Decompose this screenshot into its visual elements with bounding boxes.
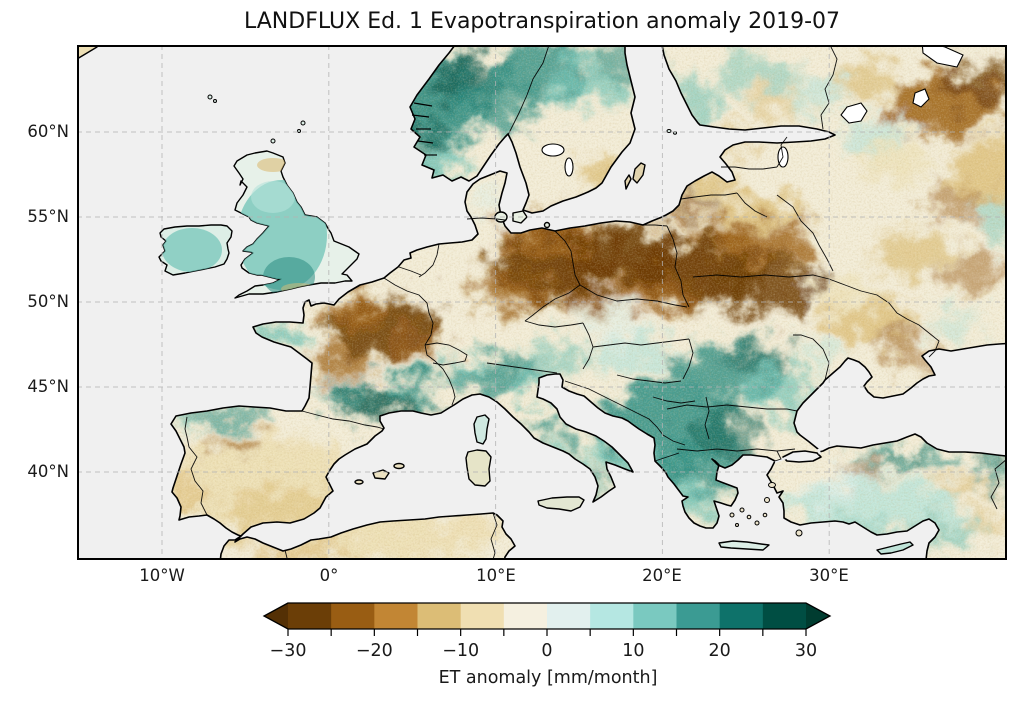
lon-tick-label: 30°E [809, 566, 849, 585]
figure-title: LANDFLUX Ed. 1 Evapotranspiration anomal… [244, 9, 840, 34]
colorbar-tick-label: −20 [355, 641, 393, 661]
island-gotland [632, 162, 646, 184]
lon-tick-label: 10°E [476, 566, 516, 585]
colorbar-segment [288, 603, 332, 629]
island-iceland-tip [77, 45, 100, 60]
lake-vattern [564, 157, 574, 177]
island-sardinia [465, 449, 492, 487]
lake-ladoga [840, 102, 868, 124]
colorbar-segment [503, 603, 548, 629]
island-bornholm [543, 221, 551, 229]
country-borders [184, 45, 1007, 560]
colorbar-extend-high-arrow [806, 603, 830, 629]
colorbar-segment [719, 603, 764, 629]
map-plot [77, 45, 1007, 560]
colorbar-segment [676, 603, 721, 629]
colorbar-label: ET anomaly [mm/month] [438, 668, 658, 688]
black-sea [793, 342, 1007, 457]
island-oland [624, 174, 632, 190]
north-atlantic-small-islands [207, 94, 677, 144]
island-ireland [158, 224, 233, 276]
colorbar-segment [590, 603, 634, 629]
colorbar-segment [374, 603, 418, 629]
lake-onega [912, 88, 930, 108]
lat-tick-label: 45°N [27, 377, 69, 396]
colorbar-tick-label: 20 [708, 641, 731, 661]
gridlines [77, 45, 1007, 560]
colorbar [262, 602, 832, 636]
island-sicily [537, 496, 585, 512]
colorbar-tick-label: −10 [442, 641, 480, 661]
island-cyprus [876, 541, 914, 555]
island-menorca [393, 462, 405, 470]
island-ibiza [354, 479, 364, 485]
lake-vanern [541, 143, 565, 157]
lon-tick-label: 10°W [139, 566, 185, 585]
colorbar-tick-label: 30 [794, 641, 818, 661]
mediterranean-sea [234, 373, 940, 560]
aegean-islands [729, 482, 803, 537]
colorbar-segment [762, 603, 807, 629]
colorbar-segment [547, 603, 591, 629]
colorbar-tick-label: 10 [622, 641, 645, 661]
colorbar-segment [460, 603, 505, 629]
colorbar-tick-label: −30 [269, 641, 307, 661]
bosporus-dardanelles-straits [774, 448, 822, 464]
colorbar-segment [633, 603, 677, 629]
colorbar-segment [417, 603, 462, 629]
colorbar-tick-label: 0 [541, 641, 553, 661]
lat-tick-label: 50°N [27, 292, 69, 311]
colorbar-segment [331, 603, 375, 629]
island-crete [718, 540, 770, 551]
lat-tick-label: 40°N [27, 462, 69, 481]
lat-tick-label: 60°N [27, 122, 69, 141]
island-corsica [473, 414, 490, 445]
lat-tick-label: 55°N [27, 207, 69, 226]
colorbar-extend-low-arrow [264, 603, 288, 629]
lon-tick-label: 20°E [642, 566, 682, 585]
map-frame [77, 45, 1007, 560]
sea-of-marmara [782, 450, 822, 463]
lon-tick-label: 0° [319, 566, 339, 585]
norway-fjords [411, 102, 437, 156]
